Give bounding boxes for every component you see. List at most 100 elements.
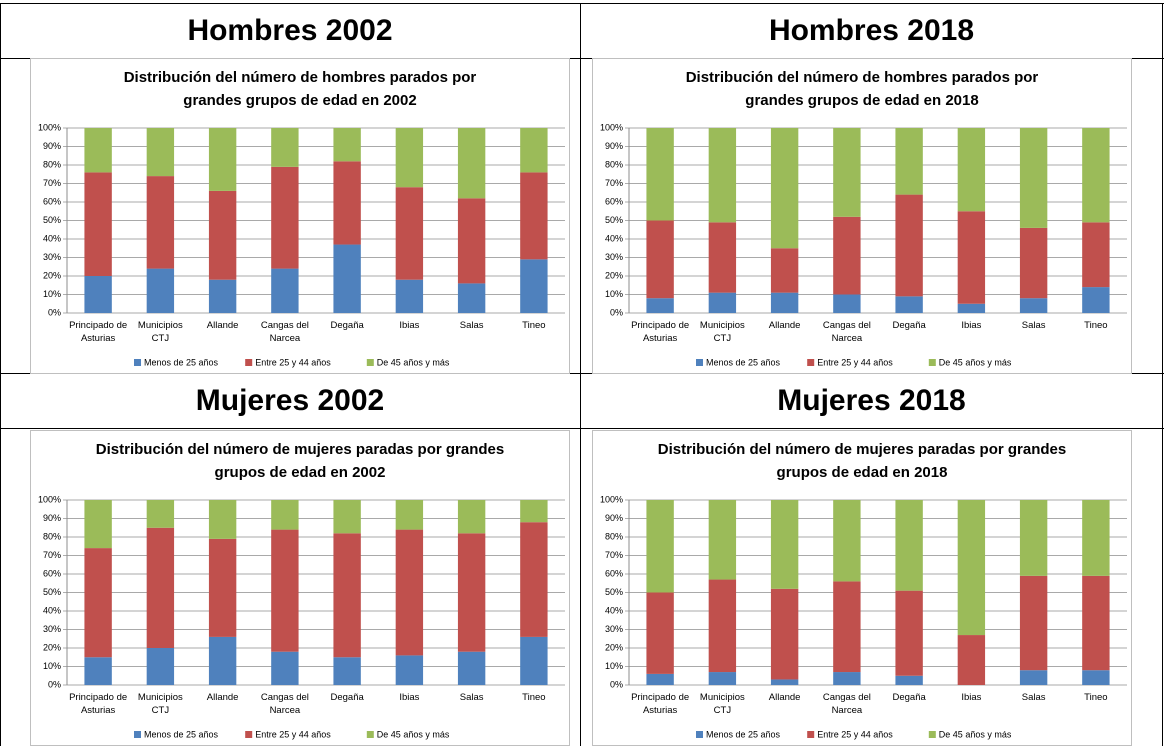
table-border [0, 428, 1164, 429]
x-tick-label-box: Degaña [892, 320, 926, 331]
chart-title-box: Distribución del número de mujeres parad… [658, 441, 1066, 481]
heading: Mujeres 2002 [195, 384, 385, 417]
x-tick-label: Cangas del Narcea [260, 692, 309, 716]
y-tick-label: 0% [48, 307, 61, 317]
bar-segment [457, 533, 486, 652]
x-tick-label-box: Cangas del Narcea [823, 692, 871, 716]
x-tick-label: Allande [206, 692, 239, 703]
x-tick-label: Degaña [892, 692, 926, 703]
y-tick-label: 70% [43, 178, 61, 188]
y-tick-label: 60% [605, 568, 623, 578]
bar-segment [84, 128, 112, 173]
bar-segment [646, 592, 674, 674]
legend-swatch [807, 359, 815, 366]
legend-label: Menos de 25 años [144, 729, 219, 739]
x-tick-label: Tineo [1084, 320, 1108, 331]
bar-segment [520, 522, 548, 637]
y-tick-label: 50% [605, 215, 623, 225]
x-tick-label-box: Principado de Asturias [631, 692, 689, 716]
table-border [0, 3, 1164, 4]
bar-segment [1082, 670, 1110, 685]
y-tick-label: 100% [600, 122, 623, 132]
y-tick-label: 50% [43, 215, 61, 225]
bar-segment [457, 128, 486, 199]
x-tick-label-box: Cangas del Narcea [823, 320, 871, 344]
legend-swatch [245, 731, 253, 738]
table-border [0, 58, 1164, 59]
x-tick-label: Degaña [892, 320, 926, 331]
y-tick-label: 80% [43, 531, 61, 541]
table-border [1162, 3, 1163, 746]
bar-segment [333, 500, 361, 534]
table-border [0, 373, 1164, 374]
x-tick-label: Degaña [330, 692, 364, 703]
y-tick-label: 20% [605, 270, 623, 280]
bar-segment [208, 128, 237, 191]
bar-segment [146, 527, 175, 648]
y-tick-label: 40% [605, 605, 623, 615]
bar-segment [895, 296, 923, 313]
x-tick-label: Salas [1021, 320, 1046, 331]
bar-segment [84, 500, 112, 549]
bar-segment [520, 259, 548, 313]
bar-segment [646, 500, 674, 593]
y-tick-label: 80% [43, 159, 61, 169]
bar-segment [646, 673, 674, 685]
legend-label: Menos de 25 años [706, 357, 781, 367]
bar-segment [1019, 128, 1048, 228]
y-tick-label: 40% [43, 605, 61, 615]
x-tick-label: Municipios CTJ [699, 320, 745, 344]
y-tick-label: 0% [610, 307, 623, 317]
y-tick-label: 90% [43, 513, 61, 523]
legend-label: Entre 25 y 44 años [255, 729, 331, 739]
bar-segment [708, 128, 737, 223]
bar-segment [84, 548, 112, 658]
bar-segment [520, 500, 548, 523]
bar-segment [833, 500, 861, 582]
x-tick-label-box: Salas [1021, 320, 1046, 331]
x-tick-label-box: Ibias [399, 692, 419, 703]
bar-segment [271, 500, 299, 530]
x-tick-label-box: Ibias [399, 320, 419, 331]
heading: Hombres 2018 [768, 14, 975, 47]
bar-segment [520, 128, 548, 173]
bar-segment [833, 294, 861, 313]
x-tick-label: Salas [459, 692, 484, 703]
bar-segment [770, 128, 799, 249]
legend-swatch [366, 731, 374, 738]
bar-segment [208, 279, 237, 313]
bar-segment [646, 298, 674, 313]
chart-title: Distribución del número de mujeres parad… [95, 441, 505, 481]
bar-segment [395, 529, 424, 656]
y-tick-label: 50% [605, 587, 623, 597]
x-tick-label-box: Tineo [1084, 692, 1107, 703]
x-tick-label-box: Ibias [961, 692, 982, 703]
chart-title-box: Distribución del número de mujeres parad… [95, 441, 505, 481]
y-tick-label: 10% [43, 289, 61, 299]
bar-segment [646, 220, 674, 299]
x-tick-label-box: Salas [460, 320, 484, 331]
bar-segment [271, 166, 299, 269]
x-tick-label-box: Salas [1022, 692, 1046, 703]
chart: Distribución del número de mujeres parad… [592, 430, 1132, 746]
bar-segment [395, 279, 424, 313]
bar-segment [1082, 287, 1110, 313]
y-tick-label: 40% [43, 233, 61, 243]
x-tick-label-box: Degaña [330, 692, 364, 703]
x-tick-label: Ibias [961, 320, 982, 331]
bar-segment [770, 292, 799, 313]
legend-label: De 45 años y más [377, 729, 450, 739]
y-tick-label: 10% [605, 289, 623, 299]
x-tick-label-box: Principado de Asturias [69, 692, 127, 716]
bar-segment [146, 648, 175, 685]
x-tick-label: Ibias [961, 692, 982, 703]
legend-swatch [696, 731, 703, 738]
x-tick-label-box: Municipios CTJ [699, 320, 745, 344]
x-tick-label-box: Ibias [961, 320, 982, 331]
chart: Distribución del número de hombres parad… [30, 58, 570, 374]
bar-segment [1082, 500, 1110, 576]
y-tick-label: 100% [38, 122, 61, 132]
x-tick-label-box: Principado de Asturias [631, 320, 689, 344]
chart-title: Distribución del número de hombres parad… [685, 69, 1039, 109]
x-tick-label-box: Tineo [522, 692, 545, 703]
